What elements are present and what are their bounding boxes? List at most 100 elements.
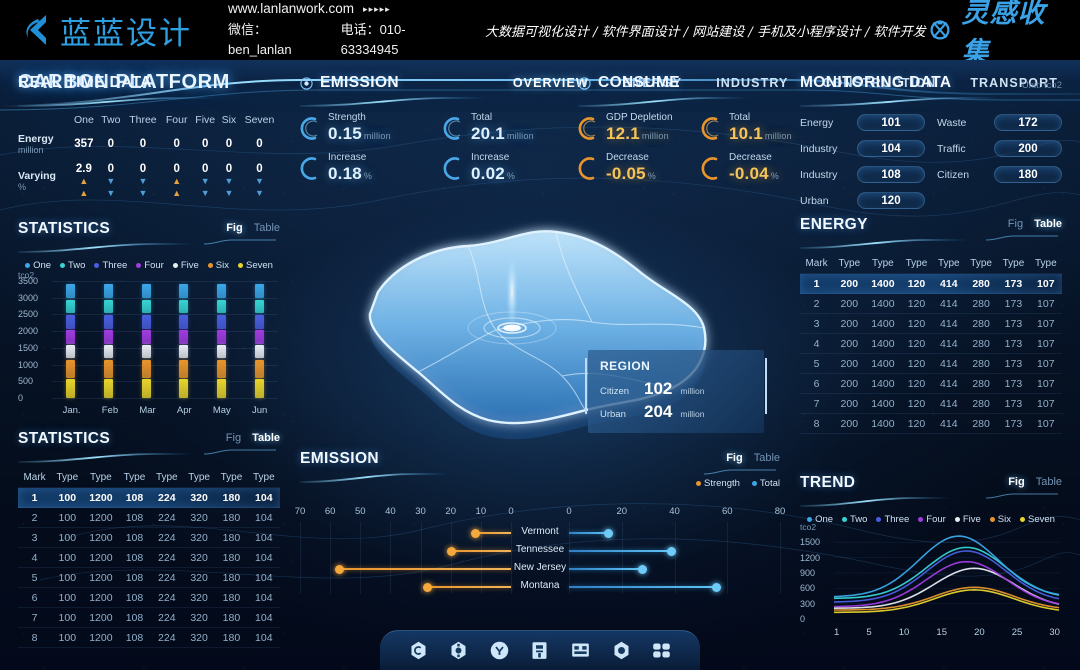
- toggle-fig-button[interactable]: Fig: [1007, 218, 1024, 230]
- strength-endpoint: [470, 528, 480, 538]
- table-row[interactable]: 7 200 1400 120 414 280 173 107: [800, 394, 1062, 414]
- apps-grid-icon[interactable]: [651, 640, 672, 661]
- kpi-emission-increase-2: Increase 0.02%: [443, 152, 570, 184]
- table-row[interactable]: 6 200 1400 120 414 280 173 107: [800, 374, 1062, 394]
- trend-down-icon: ▼ ▼: [255, 176, 264, 198]
- total-endpoint: [637, 564, 647, 574]
- toggle-table-button[interactable]: Table: [253, 222, 280, 234]
- column-header-2: Type: [872, 258, 894, 269]
- table-row[interactable]: 1 100 1200 108 224 320 180 104: [18, 487, 280, 508]
- trend-y-tick: 0: [800, 614, 806, 624]
- grid-line: [674, 522, 676, 594]
- table-row[interactable]: 2 200 1400 120 414 280 173 107: [800, 294, 1062, 314]
- toggle-table-button[interactable]: Table: [252, 432, 280, 444]
- table-row[interactable]: 5 200 1400 120 414 280 173 107: [800, 354, 1062, 374]
- cell-6-4: 414: [940, 397, 958, 410]
- cell-1-1: 100: [58, 511, 77, 524]
- kpi-gdp-depletion: GDP Depletion 12.1 million: [578, 112, 685, 144]
- table-row[interactable]: 5 100 1200 108 224 320 180 104: [18, 568, 280, 588]
- title-underline-decoration: [300, 473, 450, 483]
- cell-3-0: 4: [813, 337, 820, 350]
- toggle-fig-button[interactable]: Fig: [1008, 476, 1025, 488]
- toggle-table-button[interactable]: Table: [753, 452, 780, 464]
- cell-0-7: 104: [255, 491, 273, 504]
- bar-segment: [141, 345, 151, 359]
- cell-3-6: 180: [222, 551, 241, 564]
- cell-2-2: 1400: [871, 317, 895, 330]
- page-title: CARBON PLATFORM: [18, 71, 230, 93]
- table-row[interactable]: 4 200 1400 120 414 280 173 107: [800, 334, 1062, 354]
- monitoring-data-panel: MONITORING DATA Unit: tco2 Energy 101 Wa…: [800, 74, 1062, 209]
- cell-2-0: 3: [813, 317, 820, 330]
- bar-segment: [66, 299, 76, 314]
- cell-5-0: 6: [813, 377, 820, 390]
- table-row[interactable]: 2 100 1200 108 224 320 180 104: [18, 508, 280, 528]
- legend-item-three: Three: [94, 260, 127, 271]
- table-row[interactable]: 8 200 1400 120 414 280 173 107: [800, 414, 1062, 434]
- cell-1-3: 120: [907, 297, 926, 310]
- cell-3-4: 414: [940, 337, 958, 350]
- region-suffix: million: [680, 409, 705, 419]
- nav-item-transport[interactable]: TRANSPORT: [970, 76, 1058, 90]
- cell-2-6: 173: [1004, 317, 1023, 330]
- monitoring-label: Waste: [937, 116, 967, 129]
- row-unit-varying: %: [18, 182, 27, 192]
- table-row[interactable]: 3 200 1400 120 414 280 173 107: [800, 314, 1062, 334]
- cell-varying-0: 2.9 ▲ ▲: [75, 163, 92, 198]
- monitoring-unit-label: Unit: tco2: [1021, 80, 1062, 91]
- trend-line-chart: tco2 0 300 600 900 1200 1500 1 5 10 15 20 25 30: [800, 522, 1062, 638]
- cell-varying-3: 0 ▲ ▲: [172, 163, 182, 198]
- table-row[interactable]: 1 200 1400 120 414 280 173 107: [800, 273, 1062, 294]
- table-row[interactable]: 8 100 1200 108 224 320 180 104: [18, 628, 280, 648]
- cell-0-3: 108: [125, 491, 144, 504]
- cell-0-5: 280: [972, 277, 990, 290]
- document-icon[interactable]: [529, 640, 550, 661]
- real-time-data-panel: REAL TIME DATA One Two Three Four Five S…: [18, 74, 280, 203]
- table-row[interactable]: 7 100 1200 108 224 320 180 104: [18, 608, 280, 628]
- table-row[interactable]: 3 100 1200 108 224 320 180 104: [18, 528, 280, 548]
- column-header-3: Type: [905, 258, 928, 269]
- toggle-table-button[interactable]: Table: [1034, 218, 1062, 230]
- toggle-fig-button[interactable]: Fig: [225, 432, 242, 444]
- table-row[interactable]: 4 100 1200 108 224 320 180 104: [18, 548, 280, 568]
- nav-item-overview[interactable]: OVERVIEW: [512, 76, 589, 90]
- nav-item-construction[interactable]: CONSTRUCTION: [822, 76, 937, 90]
- toggle-table-button[interactable]: Table: [1035, 476, 1062, 488]
- region-map[interactable]: REGION Citizen 102 million Urban 204 mil…: [300, 180, 780, 470]
- nav-item-industry[interactable]: INDUSTRY: [716, 76, 789, 90]
- x-tick-label: May: [212, 405, 231, 416]
- target-icon[interactable]: [489, 640, 510, 661]
- cell-5-1: 100: [58, 591, 77, 604]
- compass-icon[interactable]: [408, 640, 429, 661]
- cell-4-3: 108: [125, 571, 144, 584]
- energy-table-panel: ENERGY Fig Table Mark Type Type Type Type Typ…: [800, 216, 1062, 434]
- cell-0-4: 224: [158, 491, 176, 504]
- phone-text: 电话：010-63334945: [340, 22, 406, 58]
- region-suffix: million: [680, 386, 705, 396]
- nav-item-energy[interactable]: ENERGY: [622, 76, 683, 90]
- total-bar: [569, 550, 672, 552]
- left-axis-tick: 0: [508, 506, 514, 517]
- left-axis-tick: 60: [324, 506, 336, 517]
- chart-grid-icon[interactable]: [570, 640, 591, 661]
- toggle-fig-button[interactable]: Fig: [726, 452, 743, 464]
- cell-energy-3: 0: [173, 138, 180, 150]
- region-value: 102: [644, 379, 673, 398]
- toggle-fig-button[interactable]: Fig: [226, 222, 243, 234]
- bar-segment: [216, 299, 226, 314]
- grid-line: [52, 297, 278, 299]
- kpi-value: 0.02: [471, 164, 505, 183]
- table-row[interactable]: 6 100 1200 108 224 320 180 104: [18, 588, 280, 608]
- butterfly-row: New Jersey: [300, 560, 780, 578]
- cell-7-6: 180: [222, 631, 241, 644]
- cell-2-2: 1200: [89, 531, 113, 544]
- left-axis-tick: 30: [415, 506, 426, 517]
- col-three: Three: [129, 114, 157, 126]
- bar-plot-area: [52, 281, 278, 399]
- bottom-toolbar: [380, 630, 700, 670]
- hexagon-icon[interactable]: [611, 640, 632, 661]
- cell-4-4: 224: [158, 571, 176, 584]
- statistics-legend: One Two Three Four Five Six Seven: [18, 260, 280, 271]
- settings-gear-icon[interactable]: [448, 640, 469, 661]
- statistics-table-toggle: Fig Table: [226, 432, 280, 444]
